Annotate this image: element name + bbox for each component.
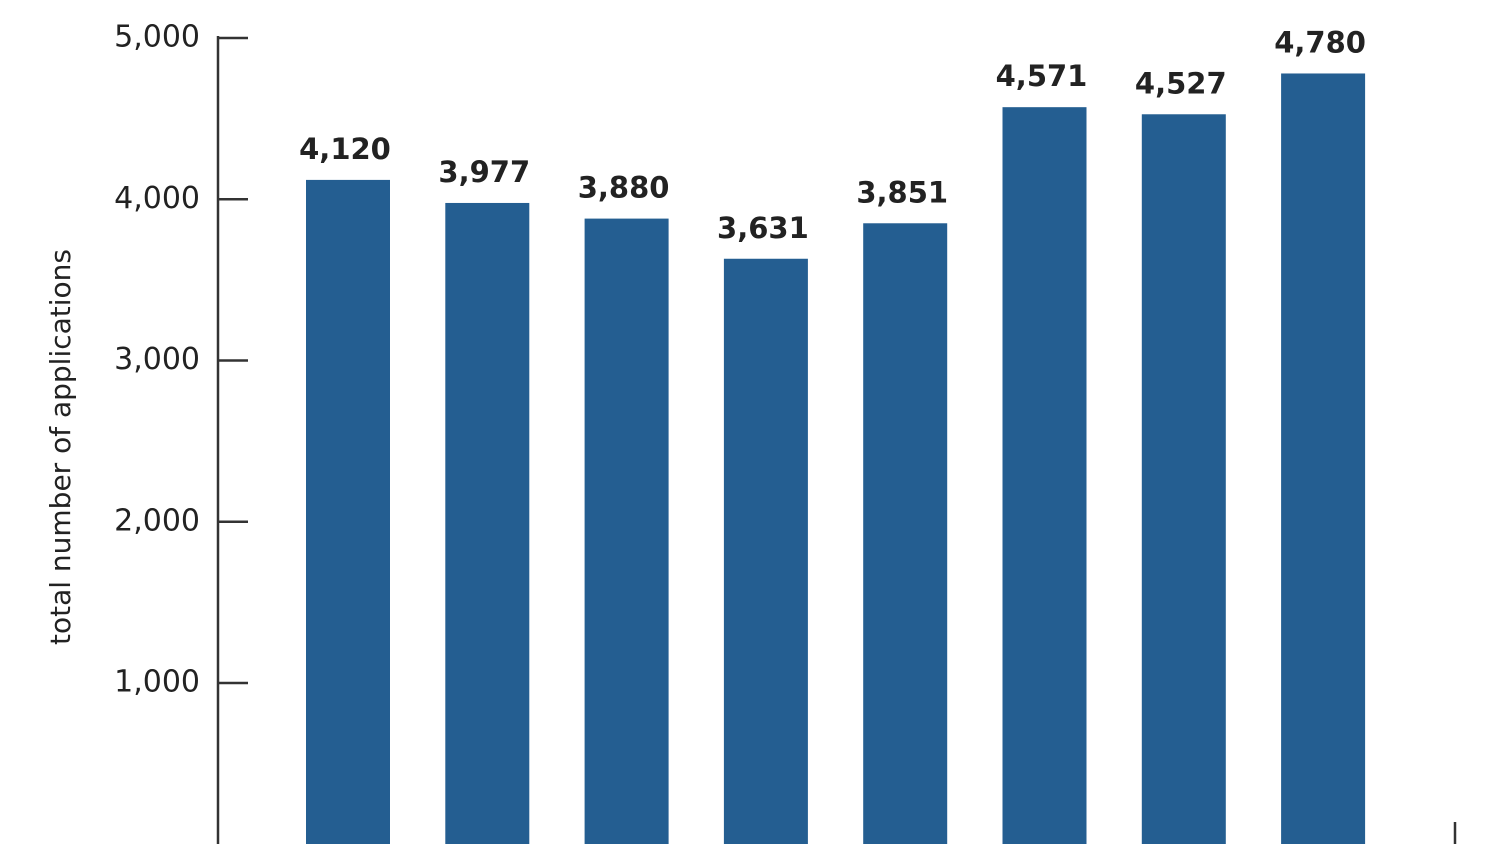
value-label: 4,780 xyxy=(1274,25,1366,59)
value-label: 3,851 xyxy=(856,175,948,209)
y-tick-label: 2,000 xyxy=(114,503,200,538)
bar xyxy=(1002,107,1087,844)
value-label: 3,631 xyxy=(717,211,809,245)
value-label: 3,880 xyxy=(578,171,670,205)
y-axis-title: total number of applications xyxy=(44,249,77,645)
bar xyxy=(1141,114,1226,844)
bar xyxy=(723,258,808,844)
value-label: 4,571 xyxy=(996,59,1088,93)
bar xyxy=(306,179,390,844)
bar xyxy=(863,223,948,844)
y-tick-label: 4,000 xyxy=(114,181,200,216)
y-tick-label: 1,000 xyxy=(114,665,200,700)
bar xyxy=(445,202,530,844)
bar xyxy=(584,218,669,844)
value-label: 3,977 xyxy=(438,155,530,189)
y-tick-label: 5,000 xyxy=(114,20,200,55)
bar xyxy=(1281,73,1366,844)
value-label: 4,527 xyxy=(1135,66,1227,100)
y-tick-label: 3,000 xyxy=(114,342,200,377)
value-label: 4,120 xyxy=(299,132,391,166)
